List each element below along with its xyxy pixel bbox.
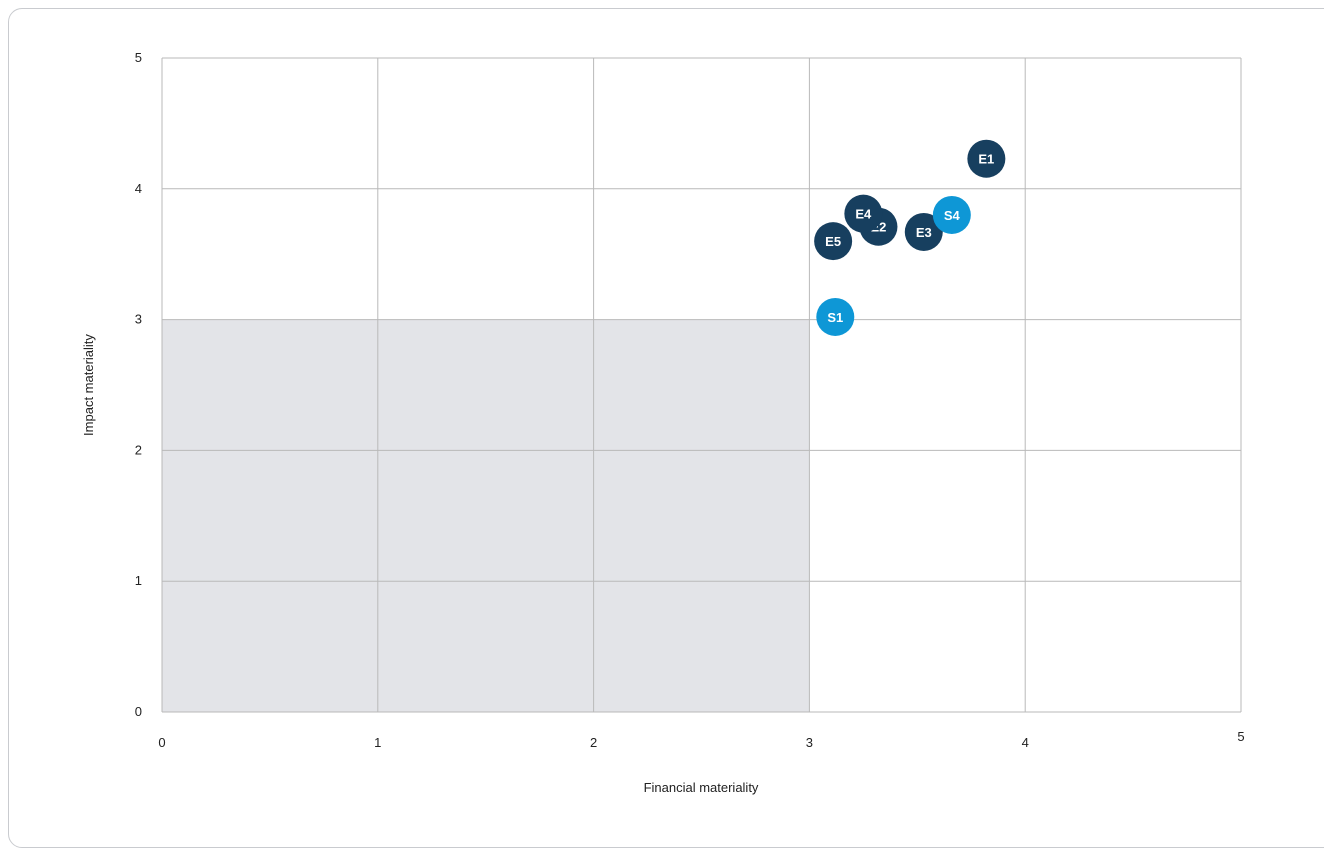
y-tick-label-3: 3 [135, 312, 142, 327]
y-tick-label-5: 5 [135, 50, 142, 65]
grid-layer [161, 57, 1242, 713]
point-s1 [816, 297, 855, 336]
point-label-s4: S4 [944, 208, 961, 223]
x-tick-label-0: 0 [158, 735, 165, 750]
point-e3 [904, 212, 943, 251]
point-label-s1: S1 [827, 310, 843, 325]
y-tick-label-4: 4 [135, 181, 142, 196]
point-label-e4: E4 [855, 207, 872, 222]
point-e5 [814, 222, 853, 261]
point-label-e5: E5 [825, 234, 841, 249]
y-tick-label-0: 0 [135, 704, 142, 719]
point-e4 [844, 194, 883, 233]
x-tick-label-1: 1 [374, 735, 381, 750]
point-s4 [932, 195, 971, 234]
shaded-region-layer [162, 319, 810, 712]
y-tick-label-1: 1 [135, 573, 142, 588]
shaded-region [162, 319, 810, 712]
x-tick-label-2: 2 [590, 735, 597, 750]
x-tick-label-5: 5 [1237, 729, 1244, 744]
tick-label-layer: 0 1 2 3 4 5 0 1 2 3 4 5 [135, 50, 1245, 750]
y-axis-title: Impact materiality [81, 334, 96, 436]
point-label-e1: E1 [978, 152, 994, 167]
y-tick-label-2: 2 [135, 442, 142, 457]
point-label-e3: E3 [916, 225, 932, 240]
x-tick-label-3: 3 [806, 735, 813, 750]
x-tick-label-4: 4 [1022, 735, 1029, 750]
point-e1 [967, 139, 1006, 178]
x-axis-title: Financial materiality [644, 780, 759, 795]
